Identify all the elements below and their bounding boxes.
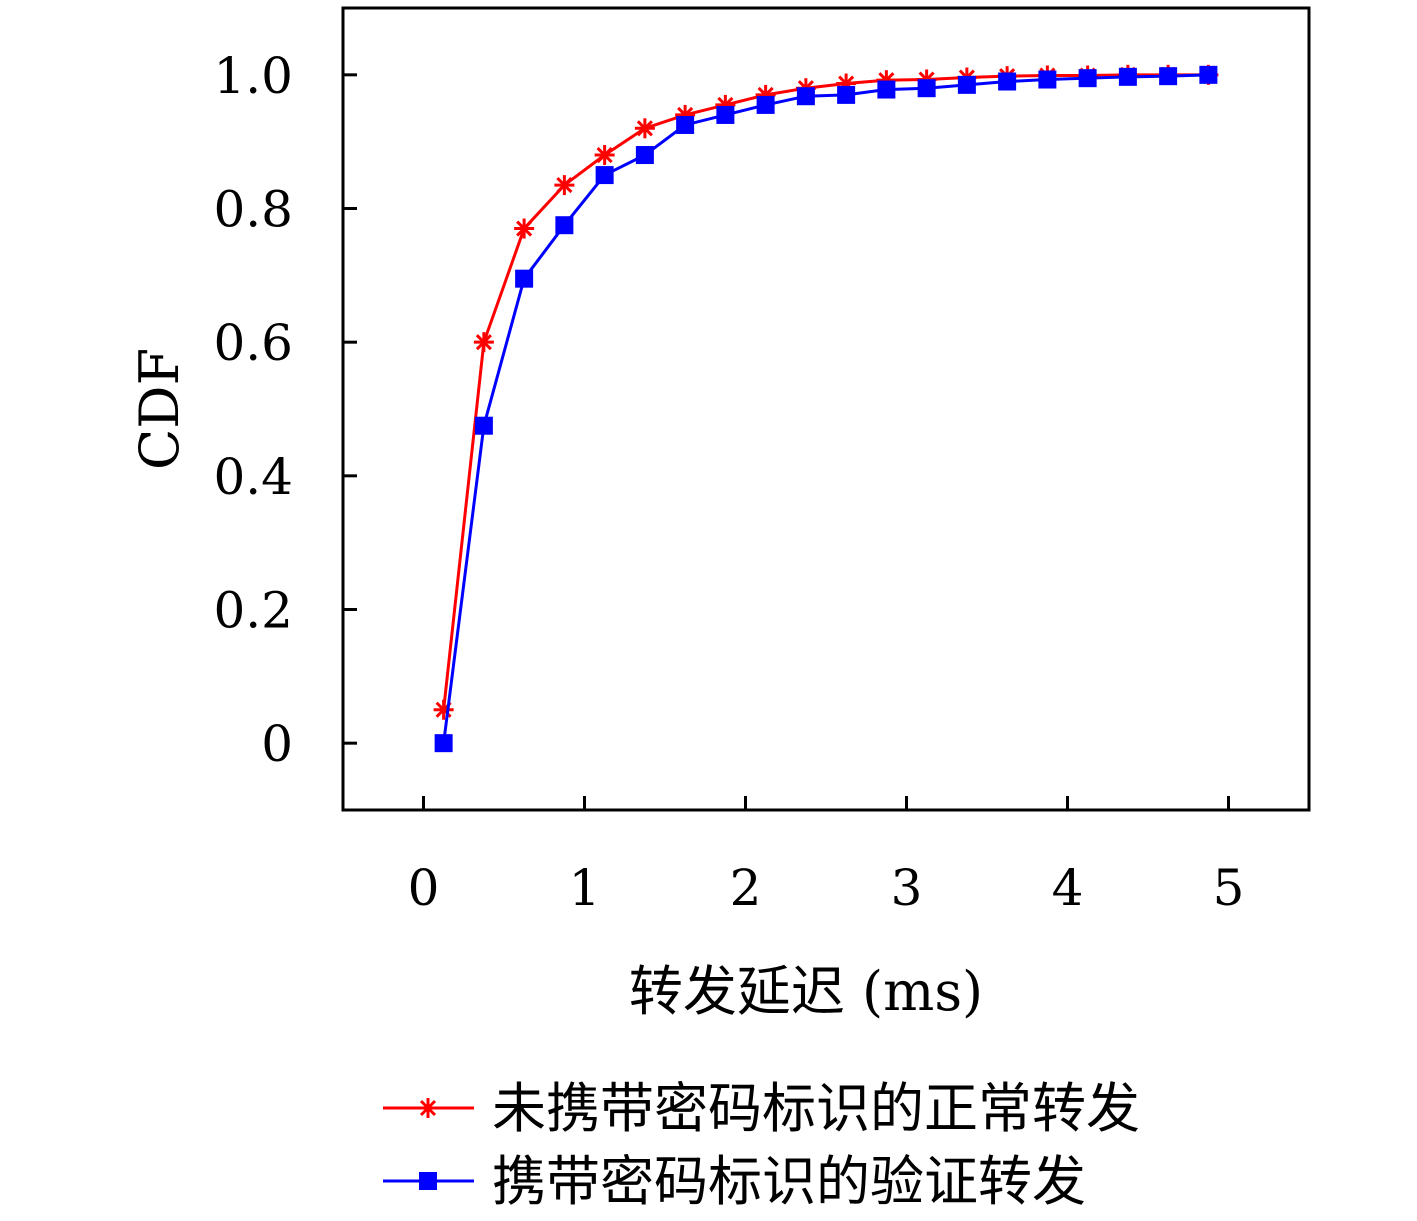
y-tick-label: 0.8 xyxy=(213,181,293,239)
x-axis-ticks: 0 1 2 3 4 5 xyxy=(408,796,1245,917)
legend-item-1: 未携带密码标识的正常转发 xyxy=(383,1077,1140,1140)
series-2-line xyxy=(442,73,1209,744)
y-tick-label: 0.6 xyxy=(213,314,293,372)
series-2-point xyxy=(837,85,856,104)
series-2-point xyxy=(917,79,936,98)
series-layer xyxy=(433,64,1219,753)
y-axis-ticks: 0 0.2 0.4 0.6 0.8 1.0 xyxy=(213,47,357,773)
x-tick-label: 0 xyxy=(408,859,440,917)
y-tick-label: 0 xyxy=(261,715,293,773)
series-2-point xyxy=(998,72,1017,91)
y-axis-label: CDF xyxy=(128,348,191,470)
plot-frame xyxy=(341,6,1311,812)
series-1 xyxy=(433,64,1219,720)
series-2 xyxy=(434,65,1218,753)
x-tick-label: 3 xyxy=(891,859,923,917)
series-2-point xyxy=(635,146,654,165)
series-1-point xyxy=(554,175,575,196)
legend-marker xyxy=(419,1172,437,1190)
y-tick-label: 1.0 xyxy=(213,47,293,105)
legend-marker xyxy=(418,1098,438,1118)
series-2-point xyxy=(555,216,574,235)
series-1-line xyxy=(442,73,1209,710)
series-1-point xyxy=(514,218,535,239)
series-2-point xyxy=(1199,65,1218,84)
y-tick-label: 0.2 xyxy=(213,582,293,640)
series-1-point xyxy=(634,118,655,139)
series-2-point xyxy=(434,734,453,753)
x-axis-label: 转发延迟 (ms) xyxy=(629,960,983,1023)
series-2-point xyxy=(877,80,896,99)
y-tick-label: 0.4 xyxy=(213,448,293,506)
series-2-point xyxy=(474,416,493,435)
series-2-point xyxy=(756,95,775,114)
series-2-point xyxy=(515,269,534,288)
series-2-point xyxy=(595,166,614,185)
series-2-point xyxy=(716,105,735,124)
legend-item-2: 携带密码标识的验证转发 xyxy=(383,1150,1086,1213)
x-tick-label: 2 xyxy=(730,859,762,917)
series-2-point xyxy=(1038,70,1057,89)
series-2-point xyxy=(1118,67,1137,86)
series-2-point xyxy=(1078,69,1097,88)
series-2-point xyxy=(957,75,976,94)
series-1-point xyxy=(594,145,615,166)
series-1-point xyxy=(433,699,454,720)
series-1-point xyxy=(473,332,494,353)
series-2-point xyxy=(676,115,695,134)
legend-label: 未携带密码标识的正常转发 xyxy=(492,1077,1140,1140)
x-tick-label: 4 xyxy=(1052,859,1084,917)
series-2-point xyxy=(796,87,815,106)
x-tick-label: 1 xyxy=(569,859,601,917)
series-2-point xyxy=(1159,67,1178,86)
legend-label: 携带密码标识的验证转发 xyxy=(492,1150,1086,1213)
x-tick-label: 5 xyxy=(1213,859,1245,917)
